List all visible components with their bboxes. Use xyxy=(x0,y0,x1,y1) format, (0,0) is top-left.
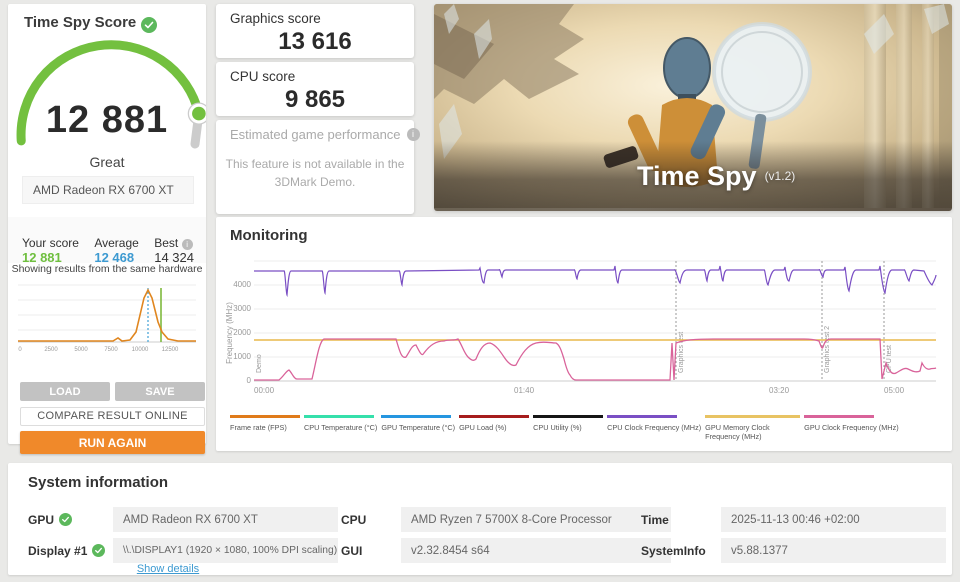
svg-text:5000: 5000 xyxy=(74,347,88,353)
svg-text:12500: 12500 xyxy=(162,347,179,353)
svg-text:Frequency (MHz): Frequency (MHz) xyxy=(225,302,234,364)
svg-text:10000: 10000 xyxy=(132,347,149,353)
svg-text:05:00: 05:00 xyxy=(884,386,905,395)
svg-text:1000: 1000 xyxy=(233,352,251,361)
svg-text:0: 0 xyxy=(247,376,252,385)
svg-text:3000: 3000 xyxy=(233,304,251,313)
svg-text:2500: 2500 xyxy=(44,347,58,353)
svg-text:Graphics test 2: Graphics test 2 xyxy=(824,326,831,373)
svg-text:0: 0 xyxy=(18,347,22,353)
svg-text:Demo: Demo xyxy=(256,354,263,373)
svg-text:CPU test: CPU test xyxy=(886,345,893,373)
svg-text:01:40: 01:40 xyxy=(514,386,535,395)
svg-text:4000: 4000 xyxy=(233,280,251,289)
svg-text:00:00: 00:00 xyxy=(254,386,275,395)
svg-text:03:20: 03:20 xyxy=(769,386,790,395)
svg-text:Graphics test: Graphics test xyxy=(678,332,685,373)
svg-text:7500: 7500 xyxy=(104,347,118,353)
svg-text:2000: 2000 xyxy=(233,328,251,337)
